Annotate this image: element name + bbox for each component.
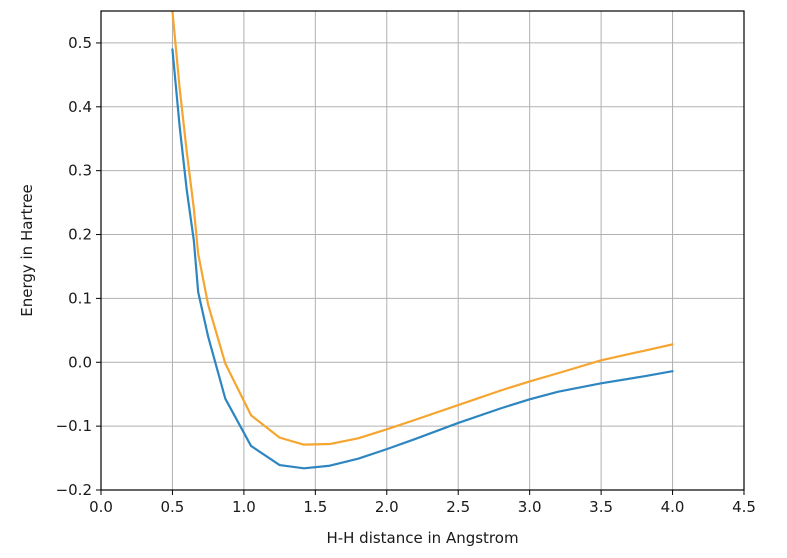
x-tick-label: 4.0 [661, 498, 685, 516]
x-tick-label: 4.5 [732, 498, 756, 516]
series-group [171, 11, 674, 470]
series-line-1 [171, 48, 674, 470]
x-tick-label: 3.0 [518, 498, 542, 516]
x-tick-label: 2.0 [375, 498, 399, 516]
x-tick-label: 1.5 [303, 498, 327, 516]
y-tick-label: 0.4 [68, 98, 92, 116]
x-tick-label: 0.0 [89, 498, 113, 516]
y-tick-label: −0.1 [56, 417, 92, 435]
y-tick-label: 0.2 [68, 226, 92, 244]
x-tick-label: 1.0 [232, 498, 256, 516]
x-axis-label: H-H distance in Angstrom [326, 529, 518, 547]
x-tick-label: 3.5 [589, 498, 613, 516]
y-tick-label: −0.2 [56, 481, 92, 499]
x-tick-label: 0.5 [161, 498, 185, 516]
y-axis-label: Energy in Hartree [18, 184, 36, 317]
series-line-2 [171, 11, 674, 446]
ticks: 0.0 0.5 1.0 1.5 2.0 2.5 3.0 3.5 4.0 4.5 −0.2 −0.1 0.… [56, 34, 756, 516]
y-tick-label: 0.5 [68, 34, 92, 52]
y-tick-label: 0.0 [68, 353, 92, 371]
y-tick-label: 0.1 [68, 289, 92, 307]
y-tick-label: 0.3 [68, 162, 92, 180]
x-tick-label: 2.5 [446, 498, 470, 516]
plot-frame [100, 10, 745, 491]
